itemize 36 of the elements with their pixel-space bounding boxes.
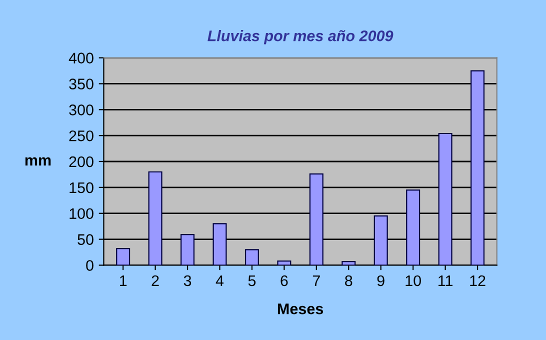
y-axis-title: mm [25,157,51,166]
bar [116,248,130,266]
y-tick-label: 250 [69,130,94,142]
x-tick-label: 3 [184,275,192,286]
y-tick-label: 350 [69,78,94,90]
bar [470,70,485,266]
bar [277,260,292,266]
x-tick-label: 11 [438,275,452,286]
x-tick-label: 4 [216,275,224,286]
x-tick-label: 12 [470,275,486,286]
bar [438,132,452,266]
bar [244,249,259,266]
y-tick-label: 200 [69,156,94,168]
chart-title: Lluvias por mes año 2009 [208,30,394,44]
y-tick-label: 100 [70,208,94,220]
bar [309,173,324,266]
bar [180,234,195,266]
x-tick-label: 2 [152,275,159,286]
x-tick-label: 8 [345,275,352,286]
x-tick-label: 6 [280,275,288,286]
y-tick-label: 50 [78,234,94,245]
x-tick-label: 9 [377,275,384,286]
x-axis-title: Meses [278,304,324,314]
x-tick-label: 5 [248,275,256,286]
bar [406,189,420,266]
bar [342,261,356,266]
bar [148,171,162,266]
y-tick-label: 0 [86,260,94,271]
x-tick-label: 7 [312,275,320,286]
y-tick-label: 300 [69,104,94,116]
x-tick-label: 10 [406,275,421,286]
x-tick-label: 1 [120,275,127,286]
bar [212,223,227,266]
y-tick-label: 400 [68,52,94,64]
bar [374,215,388,266]
y-tick-label: 150 [70,182,94,194]
